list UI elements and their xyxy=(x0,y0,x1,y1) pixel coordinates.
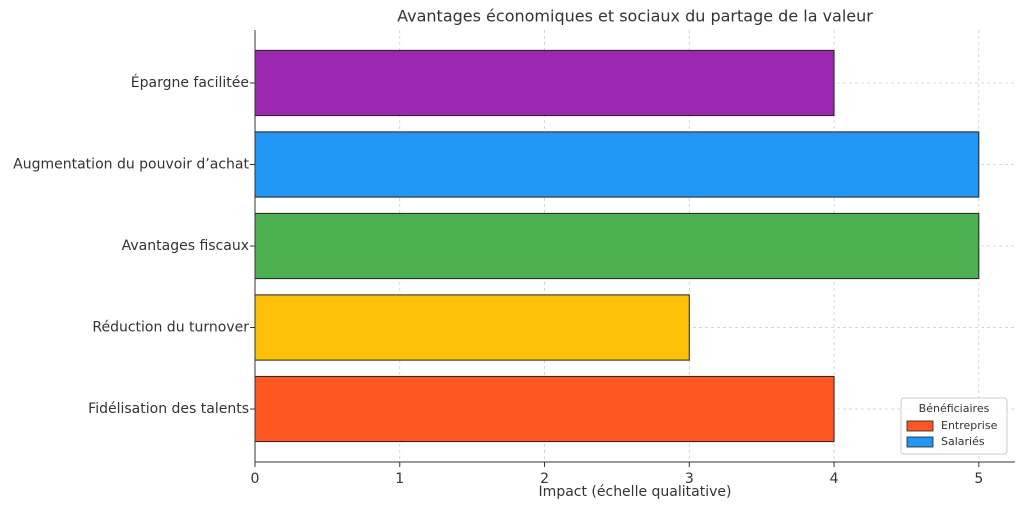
bar xyxy=(254,212,980,280)
chart-title: Avantages économiques et sociaux du part… xyxy=(397,7,873,26)
legend-title: Bénéficiaires xyxy=(919,402,990,415)
bar xyxy=(254,131,980,198)
legend-swatch xyxy=(906,436,934,448)
bar xyxy=(254,49,835,117)
legend-label: Salariés xyxy=(941,435,985,448)
x-tick-label: 0 xyxy=(251,471,260,487)
y-tick-label: Réduction du turnover xyxy=(92,320,249,336)
bar xyxy=(254,294,690,361)
y-tick-label: Épargne facilitée xyxy=(131,74,249,91)
legend: Bénéficiaires Entreprise Salariés xyxy=(900,397,1008,455)
bar xyxy=(254,375,835,443)
x-tick-label: 1 xyxy=(395,471,404,487)
x-tick-label: 2 xyxy=(540,471,549,487)
x-axis-label: Impact (échelle qualitative) xyxy=(539,484,732,500)
x-tick-label: 3 xyxy=(685,471,694,487)
legend-label: Entreprise xyxy=(941,419,998,432)
x-tick-label: 4 xyxy=(830,471,839,487)
legend-swatch xyxy=(906,420,934,432)
y-tick-label: Fidélisation des talents xyxy=(88,401,249,417)
x-tick-label: 5 xyxy=(974,471,983,487)
y-tick-label: Avantages fiscaux xyxy=(122,238,249,254)
y-tick-label: Augmentation du pouvoir d’achat xyxy=(13,156,249,172)
